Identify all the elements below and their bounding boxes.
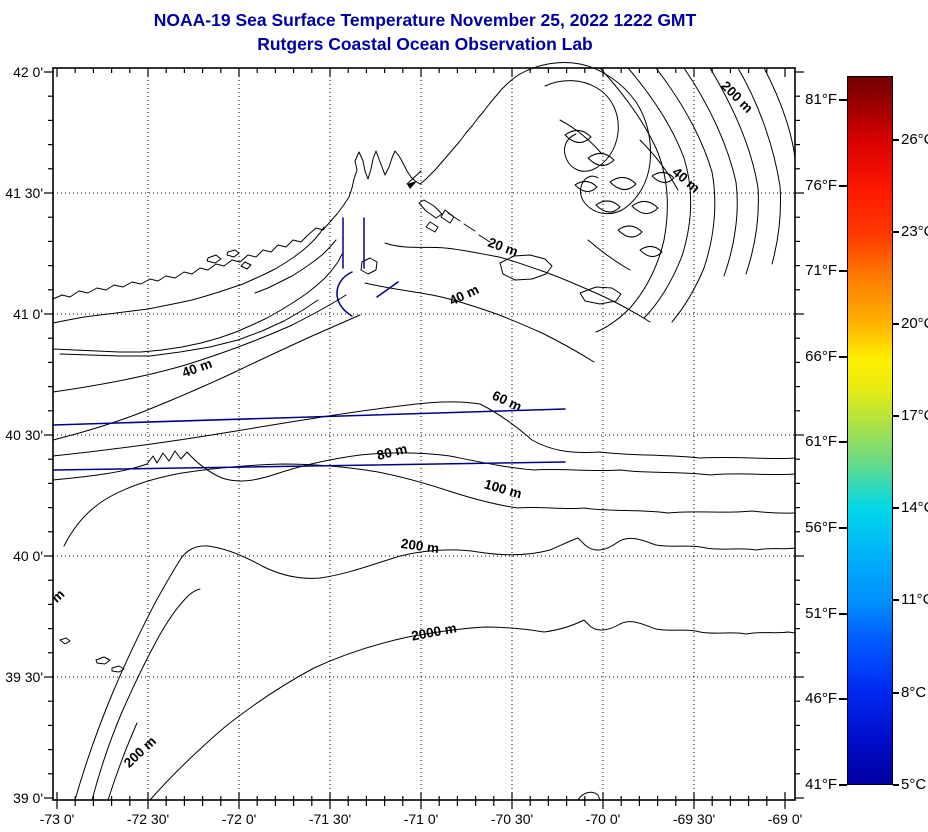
colorbar-f-label: 51°F	[805, 605, 837, 622]
colorbar-f-tick	[839, 270, 847, 272]
colorbar-c-tick	[893, 692, 899, 694]
x-tick-label: -69 30'	[672, 811, 716, 827]
x-tick-label: -73 0'	[39, 811, 75, 827]
shelf-contours	[406, 67, 796, 333]
y-tick-label: 41 0'	[13, 306, 43, 322]
colorbar-c-tick	[893, 323, 899, 325]
colorbar-c-label: 11°C	[901, 591, 928, 608]
colorbar-f-label: 56°F	[805, 519, 837, 536]
x-tick-label: -72 30'	[126, 811, 170, 827]
colorbar-c-tick	[893, 507, 899, 509]
figure-title: NOAA-19 Sea Surface Temperature November…	[153, 10, 697, 30]
x-tick-label: -71 30'	[308, 811, 352, 827]
coastline-contours	[52, 61, 651, 357]
x-tick-label: -70 0'	[585, 811, 621, 827]
y-tick-label: 39 30'	[5, 669, 43, 685]
colorbar-f-tick	[839, 613, 847, 615]
x-tick-label: -71 0'	[403, 811, 439, 827]
colorbar-f-label: 46°F	[805, 690, 837, 707]
x-tick-label: -70 30'	[490, 811, 534, 827]
colorbar-f-label: 41°F	[805, 776, 837, 793]
colorbar-c-label: 17°C	[901, 407, 928, 424]
transect-lines	[52, 217, 566, 471]
colorbar-f-label: 81°F	[805, 91, 837, 108]
y-tick-label: 41 30'	[5, 185, 43, 201]
x-tick-label: -72 0'	[221, 811, 257, 827]
colorbar-f-label: 76°F	[805, 177, 837, 194]
x-tick-label: -69 0'	[767, 811, 803, 827]
colorbar-c-tick	[893, 784, 899, 786]
colorbar-c-label: 14°C	[901, 499, 928, 516]
colorbar-f-tick	[839, 185, 847, 187]
y-tick-label: 42 0'	[13, 64, 43, 80]
colorbar-c-label: 5°C	[901, 776, 927, 793]
colorbar-c-tick	[893, 415, 899, 417]
colorbar-f-tick	[839, 99, 847, 101]
colorbar-c-tick	[893, 599, 899, 601]
figure-subtitle: Rutgers Coastal Ocean Observation Lab	[257, 34, 593, 54]
colorbar	[847, 76, 893, 785]
colorbar-f-tick	[839, 784, 847, 786]
bathymetry-contours	[52, 242, 796, 801]
y-tick-label: 40 0'	[13, 548, 43, 564]
colorbar-f-label: 61°F	[805, 433, 837, 450]
colorbar-f-tick	[839, 527, 847, 529]
colorbar-f-tick	[839, 356, 847, 358]
colorbar-c-label: 23°C	[901, 223, 928, 240]
colorbar-c-label: 26°C	[901, 131, 928, 148]
colorbar-c-tick	[893, 139, 899, 141]
colorbar-f-label: 71°F	[805, 262, 837, 279]
plot-frame	[52, 67, 796, 801]
colorbar-f-tick	[839, 441, 847, 443]
colorbar-f-tick	[839, 698, 847, 700]
colorbar-c-label: 8°C	[901, 684, 927, 701]
y-tick-label: 39 0'	[13, 790, 43, 806]
colorbar-c-label: 20°C	[901, 315, 928, 332]
y-tick-label: 40 30'	[5, 427, 43, 443]
colorbar-f-label: 66°F	[805, 348, 837, 365]
colorbar-c-tick	[893, 231, 899, 233]
